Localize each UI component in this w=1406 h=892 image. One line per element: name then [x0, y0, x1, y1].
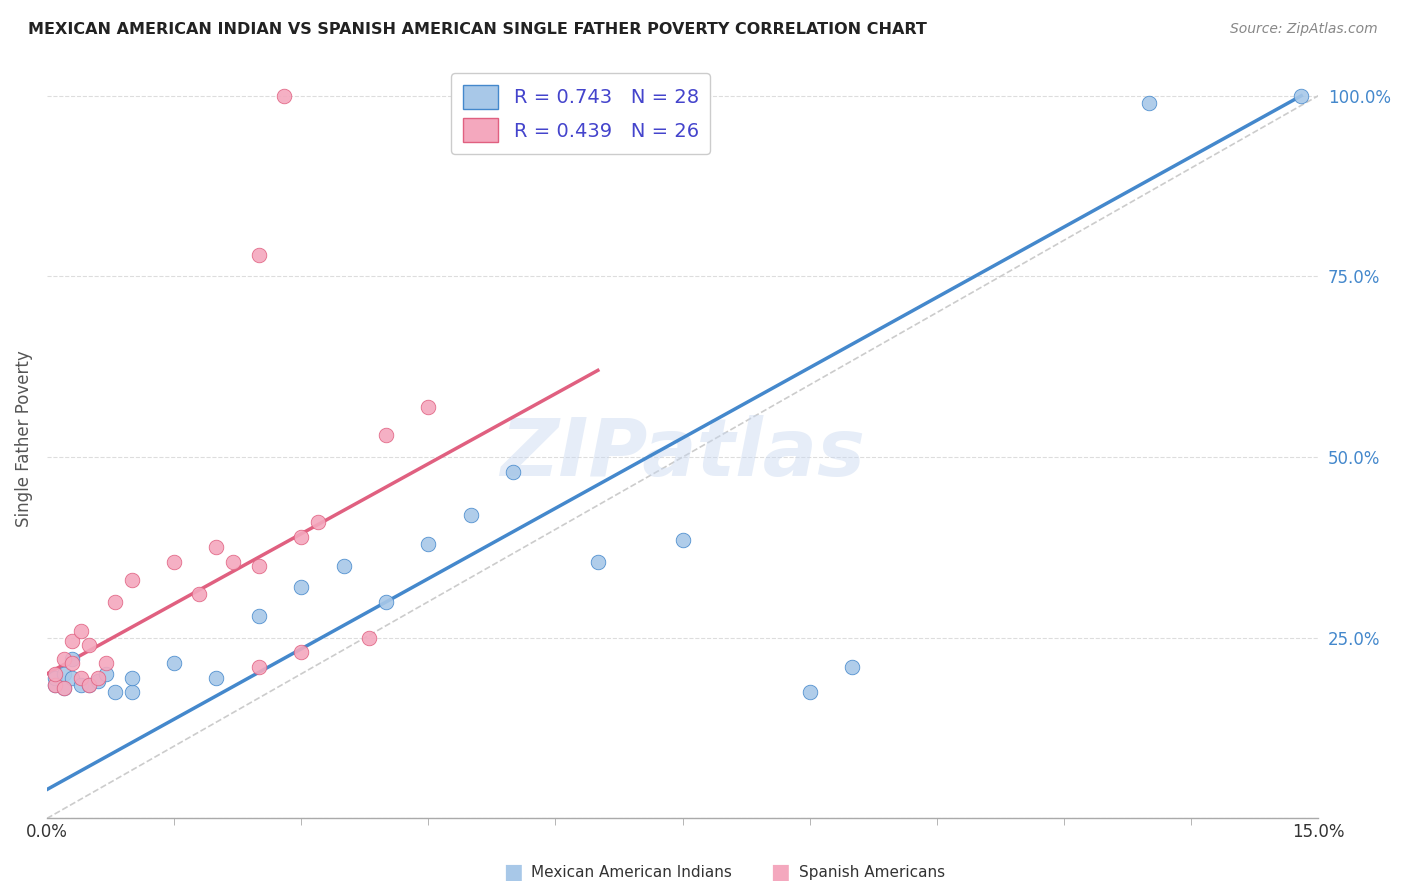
Point	[460, 508, 482, 522]
Point	[671, 533, 693, 548]
Text: ■: ■	[503, 863, 523, 882]
Point	[52, 681, 75, 696]
Point	[290, 530, 312, 544]
Point	[205, 671, 228, 685]
Point	[799, 685, 821, 699]
Point	[222, 555, 245, 569]
Point	[104, 594, 127, 608]
Point	[60, 671, 83, 685]
Point	[87, 674, 110, 689]
Legend: R = 0.743   N = 28, R = 0.439   N = 26: R = 0.743 N = 28, R = 0.439 N = 26	[451, 73, 710, 153]
Point	[247, 558, 270, 573]
Point	[60, 656, 83, 670]
Point	[52, 652, 75, 666]
Point	[96, 656, 118, 670]
Point	[121, 671, 143, 685]
Point	[205, 541, 228, 555]
Point	[44, 667, 66, 681]
Text: ZIPatlas: ZIPatlas	[501, 415, 865, 493]
Point	[44, 671, 66, 685]
Point	[586, 555, 609, 569]
Point	[60, 634, 83, 648]
Point	[841, 659, 863, 673]
Text: MEXICAN AMERICAN INDIAN VS SPANISH AMERICAN SINGLE FATHER POVERTY CORRELATION CH: MEXICAN AMERICAN INDIAN VS SPANISH AMERI…	[28, 22, 927, 37]
Point	[188, 587, 211, 601]
Point	[273, 88, 295, 103]
Point	[374, 594, 396, 608]
Point	[77, 638, 100, 652]
Point	[104, 685, 127, 699]
Point	[247, 248, 270, 262]
Point	[357, 631, 380, 645]
Point	[332, 558, 354, 573]
Point	[290, 645, 312, 659]
Point	[87, 671, 110, 685]
Text: Mexican American Indians: Mexican American Indians	[531, 865, 733, 880]
Point	[418, 537, 440, 551]
Point	[44, 678, 66, 692]
Point	[121, 573, 143, 587]
Point	[247, 659, 270, 673]
Point	[60, 652, 83, 666]
Point	[163, 555, 186, 569]
Point	[374, 428, 396, 442]
Point	[44, 678, 66, 692]
Y-axis label: Single Father Poverty: Single Father Poverty	[15, 351, 32, 527]
Point	[52, 681, 75, 696]
Point	[69, 678, 91, 692]
Point	[121, 685, 143, 699]
Point	[69, 624, 91, 638]
Point	[247, 609, 270, 624]
Point	[307, 515, 329, 529]
Point	[52, 667, 75, 681]
Text: Source: ZipAtlas.com: Source: ZipAtlas.com	[1230, 22, 1378, 37]
Point	[1291, 88, 1313, 103]
Point	[77, 678, 100, 692]
Text: Spanish Americans: Spanish Americans	[799, 865, 945, 880]
Point	[418, 400, 440, 414]
Point	[290, 580, 312, 594]
Point	[77, 678, 100, 692]
Point	[502, 465, 524, 479]
Point	[1137, 95, 1160, 110]
Point	[163, 656, 186, 670]
Point	[96, 667, 118, 681]
Text: ■: ■	[770, 863, 790, 882]
Point	[69, 671, 91, 685]
